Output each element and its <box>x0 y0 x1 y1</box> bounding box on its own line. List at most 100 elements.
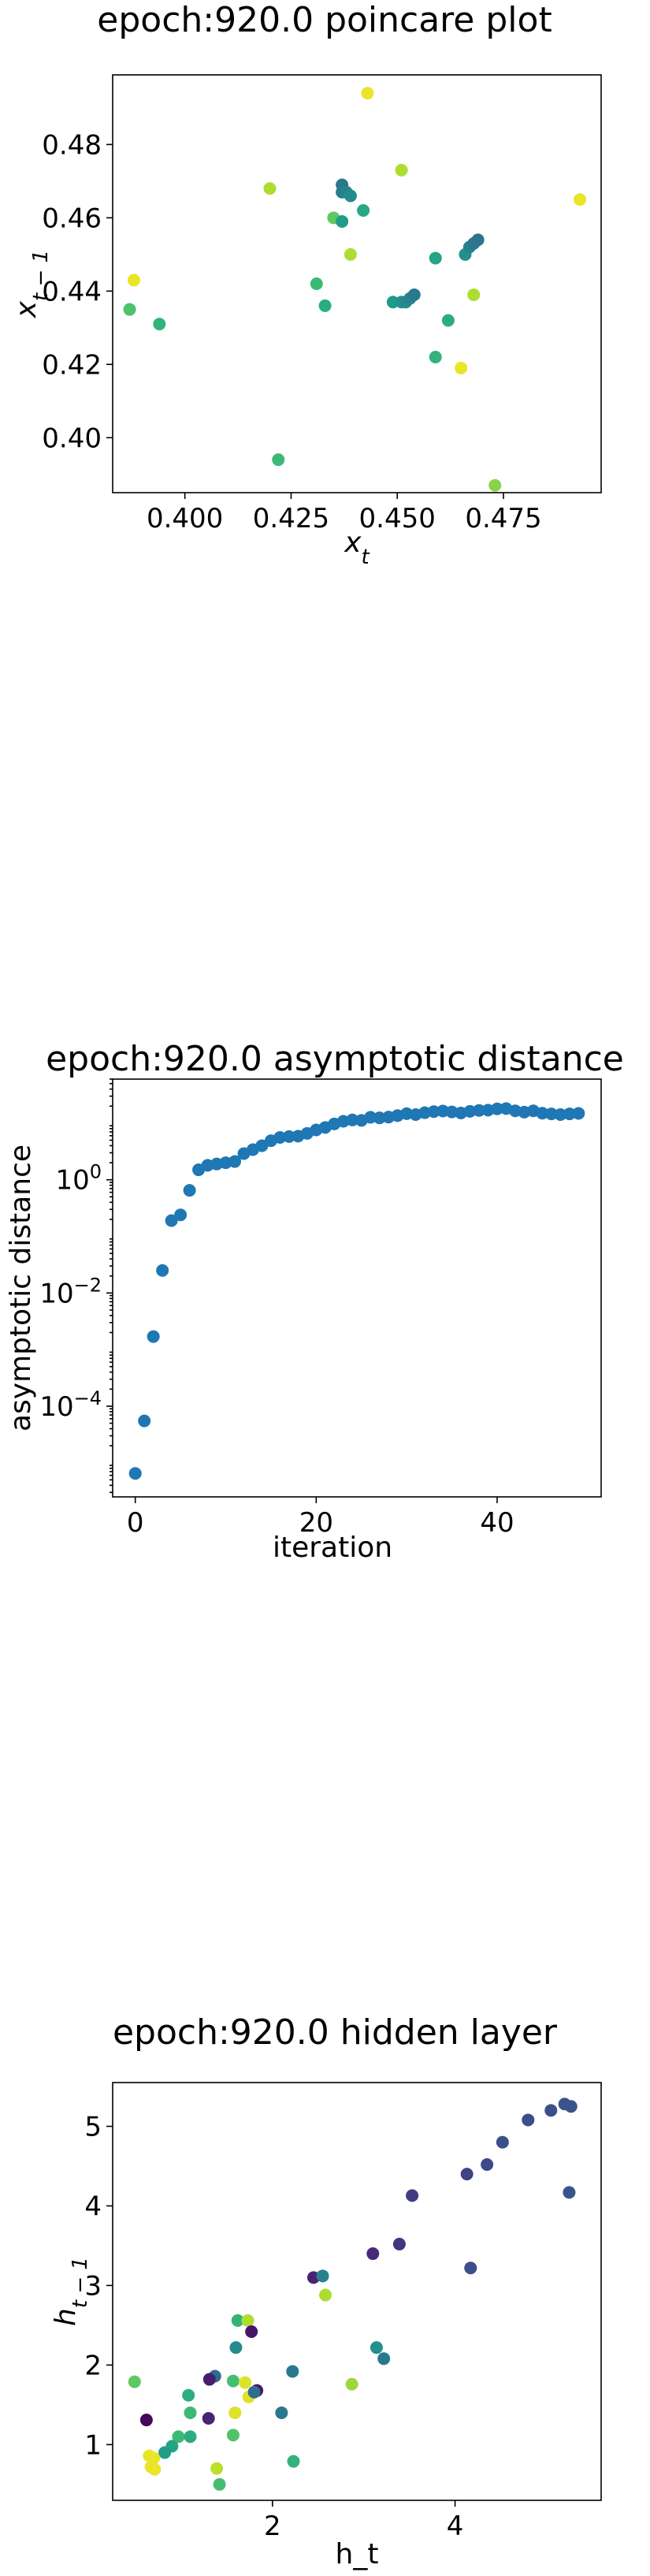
chart-title: epoch:920.0 poincare plot <box>97 0 552 40</box>
data-point <box>286 2365 299 2378</box>
data-point <box>319 2288 332 2302</box>
data-point <box>202 2412 215 2425</box>
y-tick-label: 10−4 <box>39 1387 102 1423</box>
data-point <box>184 2430 197 2444</box>
data-point <box>158 2446 172 2459</box>
y-tick-label: 4 <box>84 2191 102 2222</box>
x-tick-label: 0 <box>127 1507 144 1539</box>
data-point <box>429 350 442 363</box>
data-point <box>128 2375 141 2388</box>
x-tick-label: 0.450 <box>359 503 436 534</box>
data-point <box>572 1107 585 1120</box>
data-point <box>273 1130 287 1144</box>
data-point <box>226 2429 240 2442</box>
data-point <box>481 2157 494 2171</box>
data-point <box>310 277 323 290</box>
data-point <box>455 361 468 374</box>
data-point <box>156 1264 169 1277</box>
tick-layer: 0 20 40 10−4 10−2 100 <box>39 1078 514 1539</box>
data-point <box>272 453 285 467</box>
x-axis-label: h_t <box>336 2538 379 2570</box>
data-point <box>544 1107 558 1121</box>
chart-title: epoch:920.0 hidden layer <box>113 2012 558 2053</box>
data-point <box>574 193 587 207</box>
data-point <box>377 2352 391 2366</box>
data-point <box>148 2462 162 2476</box>
y-tick-label: 3 <box>84 2270 102 2302</box>
points-layer <box>128 2098 578 2491</box>
y-axis-label: xt − 1 <box>10 250 53 318</box>
data-point <box>213 2477 226 2491</box>
data-point <box>364 1111 377 1124</box>
data-point <box>183 1184 196 1197</box>
y-tick-label: 0.46 <box>42 203 102 234</box>
y-tick-label: 0.44 <box>42 276 102 307</box>
data-point <box>406 2189 419 2202</box>
data-point <box>344 189 357 203</box>
data-point <box>138 1414 151 1428</box>
y-tick-label: 1 <box>84 2429 102 2461</box>
data-point <box>395 163 408 177</box>
asymptotic-distance-plot: epoch:920.0 asymptotic distance 0 20 40 10−… <box>5 1039 624 1564</box>
data-point <box>464 2261 477 2275</box>
data-point <box>463 1104 477 1118</box>
data-point <box>496 2135 509 2149</box>
data-point <box>392 2237 406 2250</box>
data-point <box>231 2314 244 2327</box>
data-point <box>373 1111 386 1125</box>
y-tick-exponent: −2 <box>74 1274 102 1296</box>
data-point <box>139 2414 153 2427</box>
data-point <box>357 204 370 218</box>
data-point <box>407 288 421 301</box>
data-point <box>228 1155 241 1168</box>
data-point <box>427 1105 440 1119</box>
y-axis-label: asymptotic distance <box>5 1145 37 1431</box>
x-tick-label: 0.400 <box>147 503 223 534</box>
y-tick-exponent: 0 <box>90 1161 102 1183</box>
x-tick-label: 0.475 <box>465 503 541 534</box>
data-point <box>247 2385 261 2399</box>
data-point <box>239 2376 252 2389</box>
data-point <box>128 1467 142 1480</box>
data-point <box>202 2373 216 2386</box>
tick-layer: 0.400 0.425 0.450 0.475 0.40 0.42 0.44 0.46 0.48 <box>42 129 541 534</box>
y-tick-label: 5 <box>84 2112 102 2143</box>
y-tick-label: 10−2 <box>39 1274 102 1309</box>
x-tick-label: 0.425 <box>253 503 329 534</box>
data-point <box>536 1107 549 1120</box>
y-axis-label: ht − 1 <box>50 2257 92 2326</box>
hidden-layer-plot: epoch:920.0 hidden layer 2 4 1 2 3 4 5 h_t ht … <box>50 2012 602 2570</box>
data-point <box>263 182 277 195</box>
data-point <box>165 1214 178 1227</box>
data-point <box>473 1104 485 1117</box>
data-point <box>488 478 502 492</box>
data-point <box>153 318 166 331</box>
data-point <box>346 1113 359 1126</box>
data-point <box>370 2341 383 2355</box>
data-point <box>490 1102 503 1115</box>
data-point <box>441 314 455 327</box>
data-point <box>184 2406 197 2419</box>
data-point <box>318 299 332 312</box>
tick-layer: 2 4 1 2 3 4 5 <box>84 2112 463 2542</box>
data-point <box>210 2462 224 2475</box>
data-point <box>316 2269 329 2283</box>
data-point <box>522 2113 535 2127</box>
data-point <box>400 1107 414 1120</box>
data-point <box>287 2455 300 2468</box>
x-tick-label: 40 <box>480 1507 514 1539</box>
data-point <box>174 1208 188 1222</box>
plot-frame <box>112 74 602 493</box>
data-point <box>471 233 485 247</box>
points-layer <box>128 1102 585 1480</box>
y-tick-exponent: −4 <box>74 1387 102 1409</box>
data-point <box>127 274 140 287</box>
y-tick-label: 0.48 <box>42 129 102 161</box>
data-point <box>563 2186 576 2199</box>
chart-title: epoch:920.0 asymptotic distance <box>46 1039 624 1079</box>
data-point <box>245 2325 258 2338</box>
x-tick-label: 4 <box>447 2511 464 2542</box>
data-point <box>182 2388 195 2402</box>
data-point <box>361 87 374 100</box>
data-point <box>147 1330 160 1343</box>
